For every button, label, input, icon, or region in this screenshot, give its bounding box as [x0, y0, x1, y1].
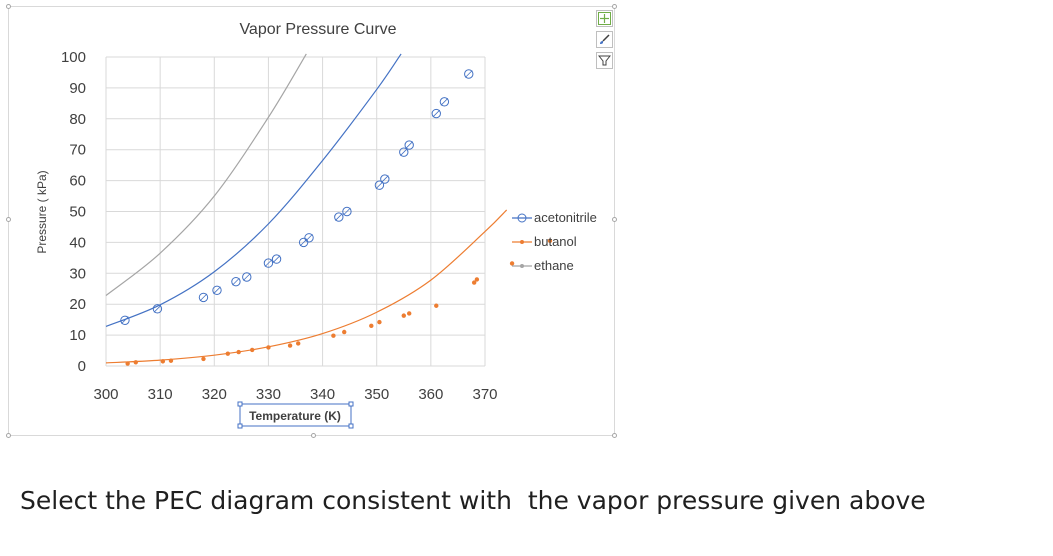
y-tick-label: 0 [78, 358, 86, 375]
acetonitrile-point[interactable] [380, 174, 390, 184]
chart-frame[interactable] [6, 4, 617, 438]
butanol-point[interactable] [225, 351, 231, 356]
chart-title[interactable]: Vapor Pressure Curve [239, 21, 396, 38]
resize-handle-top-left[interactable] [6, 4, 11, 9]
legend-marker [517, 213, 527, 223]
acetonitrile-trendline[interactable] [105, 53, 402, 328]
y-tick-label: 20 [69, 296, 86, 313]
y-tick-label: 100 [61, 49, 86, 66]
butanol-point[interactable] [401, 313, 406, 318]
x-tick-label: 350 [364, 386, 389, 403]
acetonitrile-point[interactable] [334, 212, 344, 222]
butanol-point[interactable] [434, 303, 439, 308]
y-axis-title[interactable]: Pressure ( kPa) [35, 170, 49, 253]
butanol-trendline[interactable] [105, 209, 508, 364]
butanol-point[interactable] [296, 341, 301, 346]
y-tick-label: 80 [69, 111, 86, 128]
butanol-point[interactable] [133, 360, 138, 365]
resize-handle-bottom-left[interactable] [6, 433, 11, 438]
acetonitrile-point[interactable] [198, 292, 209, 303]
legend-label: acetonitrile [534, 210, 597, 225]
legend-item-butanol[interactable]: butanol [512, 234, 577, 249]
legend-marker [520, 264, 524, 268]
legend-marker [520, 240, 524, 244]
acetonitrile-point[interactable] [242, 272, 252, 282]
x-tick-label: 310 [148, 386, 173, 403]
acetonitrile-point[interactable] [431, 108, 441, 119]
chart-filters-button[interactable] [596, 52, 613, 69]
acetonitrile-point[interactable] [374, 180, 385, 190]
butanol-point[interactable] [369, 323, 374, 329]
resize-handle-top-right[interactable] [612, 4, 617, 9]
butanol-point[interactable] [236, 349, 241, 355]
acetonitrile-point[interactable] [231, 276, 241, 287]
x-tick-label: 300 [93, 386, 118, 403]
acetonitrile-point[interactable] [304, 233, 314, 243]
grid-lines [105, 56, 486, 367]
acetonitrile-point[interactable] [464, 69, 474, 79]
axes: 0 10 20 30 40 50 60 70 80 90 100 300 310 320 330 340 350… [61, 49, 498, 403]
resize-handle-left[interactable] [6, 217, 11, 222]
y-tick-label: 60 [69, 173, 86, 190]
butanol-point[interactable] [168, 358, 174, 363]
y-tick-label: 40 [69, 234, 86, 251]
butanol-point[interactable] [249, 347, 255, 353]
plus-icon [598, 12, 611, 25]
acetonitrile-point[interactable] [120, 315, 130, 325]
butanol-point[interactable] [342, 329, 347, 335]
butanol-point[interactable] [266, 345, 271, 350]
acetonitrile-point[interactable] [263, 258, 274, 268]
legend-item-acetonitrile[interactable]: acetonitrile [512, 210, 597, 225]
paintbrush-icon [600, 34, 610, 44]
butanol-point[interactable] [407, 311, 412, 316]
butanol-point[interactable] [287, 343, 293, 348]
y-tick-label: 50 [69, 204, 86, 221]
x-tick-label: 370 [472, 386, 497, 403]
butanol-point[interactable] [201, 356, 206, 362]
series-acetonitrile[interactable] [105, 53, 474, 328]
series-butanol[interactable] [105, 209, 553, 366]
chart-styles-button[interactable] [596, 31, 613, 48]
legend-label: butanol [534, 234, 577, 249]
funnel-icon [598, 55, 611, 66]
butanol-point[interactable] [331, 333, 336, 338]
acetonitrile-point[interactable] [298, 237, 309, 248]
resize-handle-bottom-right[interactable] [612, 433, 617, 438]
acetonitrile-point[interactable] [342, 206, 352, 217]
resize-handle-bottom[interactable] [311, 433, 316, 438]
question-text: Select the PEC diagram consistent with t… [20, 486, 926, 515]
x-tick-label: 320 [202, 386, 227, 403]
legend[interactable]: acetonitrile butanol ethane [512, 210, 597, 273]
x-axis-title[interactable]: Temperature (K) [249, 409, 341, 423]
butanol-point[interactable] [471, 280, 477, 285]
butanol-point[interactable] [509, 261, 515, 266]
x-tick-label: 340 [310, 386, 335, 403]
legend-item-ethane[interactable]: ethane [512, 258, 574, 273]
ethane-trendline[interactable] [105, 53, 307, 297]
acetonitrile-point[interactable] [271, 254, 282, 264]
chart-elements-button[interactable] [596, 10, 613, 27]
series-ethane[interactable] [105, 53, 307, 297]
x-tick-label: 330 [256, 386, 281, 403]
y-tick-label: 90 [69, 80, 86, 97]
y-tick-label: 10 [69, 327, 86, 344]
acetonitrile-point[interactable] [152, 304, 163, 314]
acetonitrile-point[interactable] [404, 140, 414, 150]
acetonitrile-point[interactable] [399, 147, 409, 157]
butanol-point[interactable] [160, 359, 166, 364]
x-tick-label: 360 [418, 386, 443, 403]
butanol-point[interactable] [377, 319, 382, 325]
x-axis-title-box[interactable]: Temperature (K) [237, 401, 354, 429]
butanol-point[interactable] [125, 361, 130, 366]
butanol-point[interactable] [474, 277, 480, 282]
y-tick-label: 70 [69, 142, 86, 159]
resize-handle-right[interactable] [612, 217, 617, 222]
legend-label: ethane [534, 258, 574, 273]
y-tick-label: 30 [69, 265, 86, 282]
butanol-point[interactable] [547, 238, 553, 244]
plot-area[interactable] [105, 53, 553, 366]
acetonitrile-point[interactable] [439, 97, 450, 107]
acetonitrile-point[interactable] [212, 285, 222, 295]
